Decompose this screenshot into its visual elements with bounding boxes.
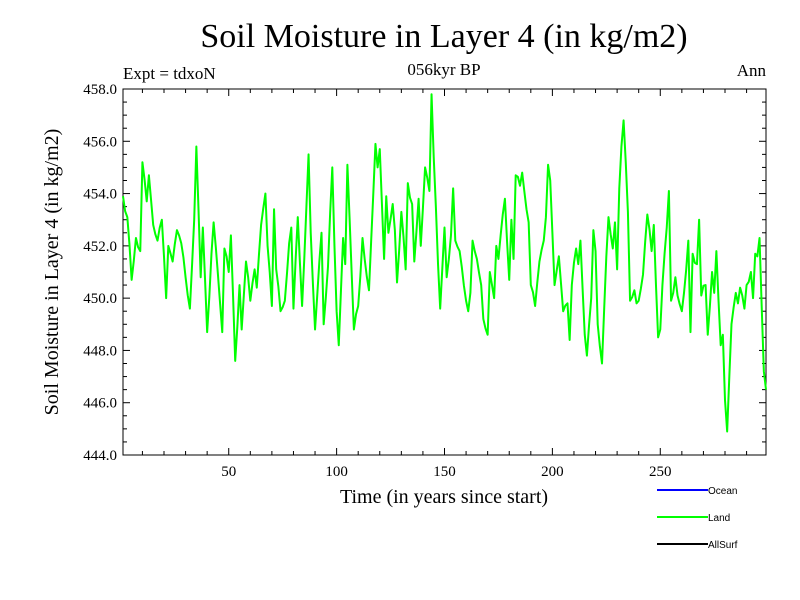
series-layer [122, 93, 767, 433]
y-tick-label: 452.0 [83, 239, 117, 255]
legend-allsurf-label: AllSurf [708, 540, 738, 551]
legend: Ocean Land AllSurf [657, 486, 738, 551]
y-tick-label: 448.0 [83, 343, 117, 359]
y-tick-label: 458.0 [83, 82, 117, 98]
chart-title: Soil Moisture in Layer 4 (in kg/m2) [200, 18, 687, 55]
y-tick-label: 450.0 [83, 291, 117, 307]
chart-subtitle: 056kyr BP [407, 60, 480, 79]
y-tick-label: 454.0 [83, 187, 117, 203]
experiment-label: Expt = tdxoN [123, 64, 216, 83]
y-tick-label: 444.0 [83, 448, 117, 464]
x-tick-label: 200 [541, 464, 564, 480]
x-tick-label: 250 [649, 464, 672, 480]
y-tick-label: 446.0 [83, 396, 117, 412]
legend-ocean-label: Ocean [708, 486, 737, 497]
x-tick-label: 100 [325, 464, 348, 480]
x-tick-label: 50 [221, 464, 236, 480]
y-axis-label: Soil Moisture in Layer 4 (in kg/m2) [41, 129, 63, 416]
y-axis: 444.0 446.0 448.0 450.0 452.0 454.0 456.0 458.0 [83, 82, 766, 464]
y-tick-label: 456.0 [83, 134, 117, 150]
x-axis-label: Time (in years since start) [340, 486, 548, 508]
land-series-line [122, 93, 767, 433]
x-tick-label: 150 [433, 464, 456, 480]
season-label: Ann [737, 61, 767, 80]
legend-land-label: Land [708, 513, 730, 524]
plot-area: 444.0 446.0 448.0 450.0 452.0 454.0 456.0 458.0… [83, 82, 767, 480]
x-axis: 50 100 150 200 250 [141, 89, 748, 480]
